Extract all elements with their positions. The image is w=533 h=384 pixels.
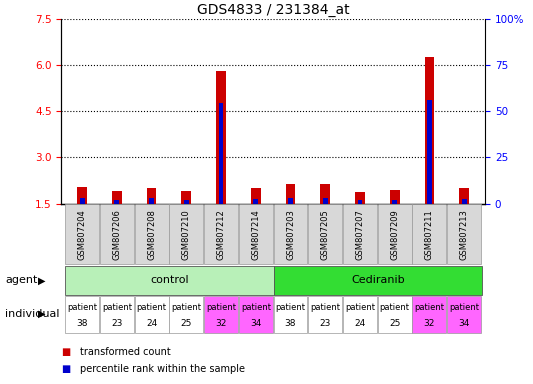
- Bar: [100, 204, 134, 264]
- Text: 32: 32: [424, 319, 435, 328]
- Text: patient: patient: [136, 303, 167, 313]
- Bar: [425, 57, 434, 204]
- Text: GSM807210: GSM807210: [182, 209, 191, 260]
- Text: GSM807205: GSM807205: [321, 209, 330, 260]
- Bar: [323, 198, 328, 204]
- Text: 34: 34: [250, 319, 262, 328]
- Text: individual: individual: [5, 309, 60, 319]
- Text: patient: patient: [379, 303, 410, 313]
- Bar: [135, 204, 168, 264]
- Text: patient: patient: [67, 303, 97, 313]
- Bar: [65, 204, 99, 264]
- Bar: [112, 190, 122, 204]
- Bar: [204, 204, 238, 264]
- Text: patient: patient: [449, 303, 479, 313]
- Text: GSM807212: GSM807212: [216, 209, 225, 260]
- Text: GSM807206: GSM807206: [112, 209, 122, 260]
- Text: 25: 25: [389, 319, 400, 328]
- Text: 25: 25: [181, 319, 192, 328]
- Bar: [288, 198, 293, 204]
- Text: 38: 38: [76, 319, 88, 328]
- Text: patient: patient: [102, 303, 132, 313]
- Text: GSM807211: GSM807211: [425, 209, 434, 260]
- Bar: [459, 187, 469, 204]
- Text: 34: 34: [458, 319, 470, 328]
- Text: GSM807209: GSM807209: [390, 209, 399, 260]
- Text: patient: patient: [241, 303, 271, 313]
- Text: agent: agent: [5, 275, 38, 285]
- Text: GSM807213: GSM807213: [459, 209, 469, 260]
- Text: patient: patient: [310, 303, 340, 313]
- Bar: [181, 191, 191, 204]
- Bar: [239, 204, 273, 264]
- Bar: [355, 192, 365, 204]
- Bar: [251, 187, 261, 204]
- Bar: [184, 200, 189, 204]
- Bar: [147, 187, 157, 204]
- Bar: [239, 296, 273, 333]
- Text: 24: 24: [354, 319, 366, 328]
- Bar: [413, 204, 447, 264]
- Bar: [216, 71, 226, 204]
- Bar: [169, 296, 203, 333]
- Bar: [390, 190, 400, 204]
- Text: 23: 23: [320, 319, 331, 328]
- Bar: [204, 296, 238, 333]
- Bar: [427, 100, 432, 204]
- Bar: [392, 200, 397, 204]
- Text: patient: patient: [276, 303, 305, 313]
- Bar: [169, 204, 203, 264]
- Text: GSM807208: GSM807208: [147, 209, 156, 260]
- Bar: [273, 296, 308, 333]
- Bar: [447, 296, 481, 333]
- Bar: [413, 296, 447, 333]
- Text: patient: patient: [345, 303, 375, 313]
- Text: Cediranib: Cediranib: [351, 275, 405, 285]
- Text: ■: ■: [61, 364, 70, 374]
- Bar: [320, 184, 330, 204]
- Bar: [115, 200, 119, 204]
- Bar: [378, 204, 411, 264]
- Bar: [343, 296, 377, 333]
- Text: 38: 38: [285, 319, 296, 328]
- Text: transformed count: transformed count: [80, 347, 171, 357]
- Bar: [77, 187, 87, 204]
- Bar: [80, 198, 85, 204]
- Text: control: control: [150, 275, 189, 285]
- Text: 32: 32: [215, 319, 227, 328]
- Bar: [100, 296, 134, 333]
- Bar: [219, 103, 223, 204]
- Bar: [135, 296, 168, 333]
- Text: patient: patient: [171, 303, 201, 313]
- Text: GSM807207: GSM807207: [356, 209, 365, 260]
- Text: 24: 24: [146, 319, 157, 328]
- Bar: [149, 198, 154, 204]
- Bar: [378, 296, 411, 333]
- Bar: [308, 296, 342, 333]
- Text: ▶: ▶: [38, 275, 46, 285]
- Bar: [343, 204, 377, 264]
- Title: GDS4833 / 231384_at: GDS4833 / 231384_at: [197, 3, 350, 17]
- Text: 23: 23: [111, 319, 123, 328]
- Bar: [308, 204, 342, 264]
- Text: patient: patient: [206, 303, 236, 313]
- Bar: [286, 184, 295, 204]
- Bar: [273, 204, 308, 264]
- Bar: [447, 204, 481, 264]
- Text: ▶: ▶: [38, 309, 46, 319]
- Text: percentile rank within the sample: percentile rank within the sample: [80, 364, 245, 374]
- Bar: [65, 266, 273, 295]
- Text: GSM807203: GSM807203: [286, 209, 295, 260]
- Bar: [273, 266, 482, 295]
- Bar: [65, 296, 99, 333]
- Text: ■: ■: [61, 347, 70, 357]
- Text: patient: patient: [415, 303, 445, 313]
- Bar: [358, 200, 362, 204]
- Bar: [253, 199, 258, 204]
- Text: GSM807204: GSM807204: [78, 209, 87, 260]
- Bar: [462, 199, 466, 204]
- Text: GSM807214: GSM807214: [251, 209, 260, 260]
